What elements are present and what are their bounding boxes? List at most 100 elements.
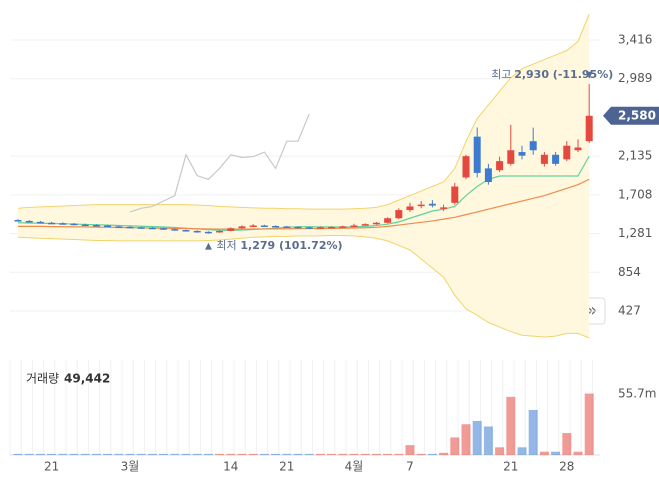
indicator-line [129, 113, 310, 213]
candle-body [115, 226, 123, 228]
low-marker: ▲ [205, 241, 212, 251]
volume-bar [506, 396, 516, 455]
candle-body [484, 168, 492, 182]
volume-bar [427, 453, 437, 455]
volume-bar [573, 451, 583, 455]
volume-tick-label: 55.7m [618, 386, 656, 400]
volume-bar [461, 424, 471, 455]
volume-bar [125, 453, 135, 455]
volume-title: 거래량 [26, 372, 59, 386]
volume-bar [136, 453, 146, 455]
volume-bar [562, 433, 572, 455]
candle-body [372, 222, 380, 225]
x-tick-label: 21 [279, 460, 294, 474]
candle-body [25, 220, 33, 223]
candle-body [428, 203, 436, 206]
candle-body [451, 186, 459, 203]
volume-bar [259, 453, 269, 455]
volume-bar [203, 453, 213, 455]
candle-body [473, 136, 481, 173]
candle-body [563, 145, 571, 160]
y-tick-label: 427 [618, 304, 641, 318]
candle-body [350, 225, 358, 228]
candle-body [48, 222, 56, 225]
candle-body [160, 228, 168, 230]
volume-bar [293, 453, 303, 455]
candle-body [216, 230, 224, 233]
candle-body [249, 225, 257, 228]
candle-body [552, 154, 560, 164]
candle-body [204, 231, 212, 234]
volume-bar [159, 453, 169, 455]
x-tick-label: 7 [406, 460, 414, 474]
volume-bar [271, 453, 281, 455]
volume-bar [405, 445, 415, 455]
y-tick-label: 854 [618, 265, 641, 279]
volume-bar [35, 453, 45, 455]
volume-bar [192, 453, 202, 455]
candle-body [59, 223, 67, 225]
volume-bar [215, 453, 225, 455]
volume-bar [327, 453, 337, 455]
candle-body [384, 218, 392, 223]
volume-bar [114, 453, 124, 455]
volume-bar [237, 453, 247, 455]
candle-body [171, 229, 179, 231]
x-tick-label: 4월 [345, 460, 364, 474]
candle-body [395, 210, 403, 219]
volume-bar [315, 453, 325, 455]
indicator-line [18, 178, 590, 230]
x-tick-label: 21 [503, 460, 518, 474]
candle-body [272, 225, 280, 228]
volume-bar [304, 453, 314, 455]
volume-bar [91, 453, 101, 455]
volume-bar [24, 453, 34, 455]
volume-bar [495, 447, 505, 455]
y-tick-label: 1,281 [618, 226, 652, 240]
volume-bar [226, 453, 236, 455]
volume-bar [282, 453, 292, 455]
candle-body [540, 154, 548, 164]
candle-body [529, 141, 537, 151]
high-label: 2,930 (-11.95%) [514, 68, 613, 81]
volume-bar [349, 453, 359, 455]
volume-bar [371, 453, 381, 455]
candle-body [339, 226, 347, 228]
volume-bar [69, 453, 79, 455]
candle-body [70, 223, 78, 226]
candle-body [574, 147, 582, 151]
volume-bar [338, 453, 348, 455]
volume-bar [517, 447, 527, 455]
price-badge [603, 106, 659, 125]
high-prefix: 최고 [491, 68, 511, 81]
volume-bar [360, 453, 370, 455]
volume-bar [483, 426, 493, 455]
x-tick-label: 3월 [121, 460, 140, 474]
price-badge-label: 2,580 [618, 108, 656, 122]
y-tick-label: 1,708 [618, 187, 652, 201]
candle-body [305, 227, 313, 229]
candle-body [316, 227, 324, 229]
candle-body [148, 227, 156, 230]
candle-body [182, 230, 190, 232]
x-tick-label: 14 [223, 460, 238, 474]
x-tick-label: 28 [559, 460, 574, 474]
candle-body [361, 224, 369, 226]
volume-bar [439, 452, 449, 455]
volume-bar [450, 437, 460, 455]
candle-body [440, 207, 448, 209]
volume-bar [539, 451, 549, 455]
band-area [18, 14, 590, 338]
candle-body [518, 152, 526, 156]
volume-last: 49,442 [64, 372, 110, 386]
y-tick-label: 2,135 [618, 149, 652, 163]
candle-body [238, 226, 246, 229]
volume-bar [103, 453, 113, 455]
volume-bar [248, 453, 258, 455]
candle-body [14, 220, 22, 222]
volume-bar [551, 451, 561, 455]
volume-bar [47, 453, 57, 455]
candle-body [585, 115, 593, 142]
